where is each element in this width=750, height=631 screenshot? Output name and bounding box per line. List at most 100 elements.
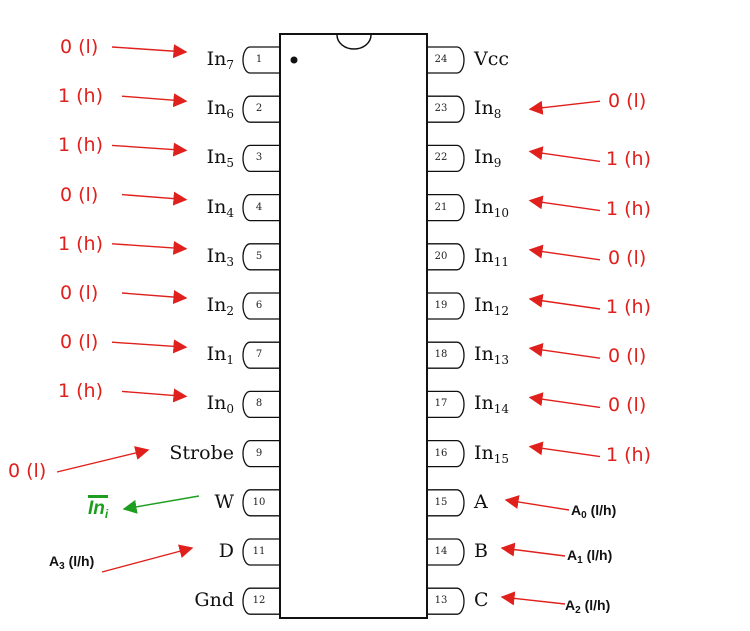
signal-left-5: 1 (h) <box>58 232 103 255</box>
pin-label-22: In9 <box>474 146 502 171</box>
pin-name-text: Gnd <box>194 589 234 612</box>
addr-a0-sub: 0 <box>581 510 587 521</box>
pin-name-sub: 14 <box>493 402 510 417</box>
signal-right-22: 1 (h) <box>606 148 651 171</box>
output-label-text: In <box>88 498 105 519</box>
pin-name-sub: 8 <box>493 107 502 122</box>
pin-name-text: In <box>474 441 494 464</box>
pin-label-4: In4 <box>206 195 234 220</box>
pin-name-sub: 9 <box>493 156 502 171</box>
pin-box-right-19 <box>427 292 465 320</box>
pin-name-sub: 5 <box>226 156 234 171</box>
pin-label-2: In6 <box>207 99 234 121</box>
pin-label-3: In5 <box>206 146 234 171</box>
pin-box-right-14 <box>427 538 465 566</box>
pin-number-12: 12 <box>252 595 266 607</box>
pin-number-5: 5 <box>255 250 263 262</box>
pin-label-14: B <box>474 542 488 561</box>
pin-label-11: D <box>219 542 234 561</box>
pin1-dot <box>290 56 298 64</box>
pin-number-13: 13 <box>434 595 448 607</box>
addr-a1-letter: A <box>567 547 578 563</box>
pin-name-text: In <box>474 97 494 120</box>
pin-name-text: In <box>474 146 494 169</box>
pin-box-left-8 <box>242 390 280 419</box>
pin-label-6: In2 <box>207 296 234 318</box>
pin-box-left-2 <box>242 95 280 123</box>
signal-left-4: 0 (l) <box>60 183 99 206</box>
pin-number-14: 14 <box>434 546 448 557</box>
pin-name-text: In <box>474 392 494 415</box>
pin-name-text: In <box>206 48 227 70</box>
chip-body <box>279 33 428 619</box>
signal-right-23: 0 (l) <box>608 90 647 113</box>
pin-boxes <box>242 46 465 615</box>
pin-name-sub: 7 <box>226 58 234 72</box>
pin-name-sub: 15 <box>493 451 510 466</box>
arrow-in-8 <box>121 388 188 403</box>
pin-label-16: In15 <box>474 441 510 466</box>
pin-label-17: In14 <box>474 392 510 417</box>
pin-name-text: A <box>474 490 488 513</box>
pin-number-4: 4 <box>255 201 263 213</box>
arrow-in-2 <box>121 93 188 108</box>
pin-number-8: 8 <box>255 398 263 410</box>
pin-name-sub: 4 <box>226 205 234 220</box>
arrow-in-1 <box>111 44 188 59</box>
addr-a0-suffix: (l/h) <box>586 502 617 518</box>
pin-name-text: In <box>206 343 227 366</box>
pin-box-right-17 <box>427 390 465 419</box>
output-label: Ini <box>88 495 109 521</box>
pin-label-23: In8 <box>474 97 502 122</box>
pin-box-right-22 <box>427 144 465 173</box>
arrows <box>56 44 601 606</box>
pin-name-text: Vcc <box>474 48 510 70</box>
pin-box-left-6 <box>242 292 280 320</box>
signal-right-20: 0 (l) <box>608 246 647 269</box>
pin-name-text: In <box>474 195 494 218</box>
pin-name-text: In <box>206 146 227 169</box>
pin-name-sub: 3 <box>226 254 234 269</box>
pin-label-7: In1 <box>206 343 234 368</box>
pin-label-10: W <box>214 490 234 513</box>
signal-left-3: 1 (h) <box>58 134 103 157</box>
pin-label-1: In7 <box>206 48 234 72</box>
arrow-in-20 <box>528 244 601 261</box>
arrow-in-23 <box>528 100 601 115</box>
addr-a3: A3 (l/h) <box>49 554 94 572</box>
pin-box-left-4 <box>242 193 280 222</box>
pin-name-text: In <box>474 343 494 366</box>
arrow-in-17 <box>528 392 601 409</box>
pin-box-right-23 <box>427 95 465 123</box>
pin-name-text: In <box>206 244 227 267</box>
signal-left-6: 0 (l) <box>60 282 99 304</box>
pin-number-2: 2 <box>255 103 263 115</box>
pin-label-8: In0 <box>207 394 234 416</box>
pin-name-sub: 1 <box>226 353 234 368</box>
pin-number-3: 3 <box>255 152 263 164</box>
pin-label-21: In10 <box>474 195 509 219</box>
arrow-in-22 <box>528 146 601 163</box>
arrow-a1 <box>500 542 566 557</box>
pin-label-24: Vcc <box>474 50 509 69</box>
pin-label-13: C <box>474 591 489 610</box>
output-label-sub: i <box>104 507 109 521</box>
pin-number-21: 21 <box>434 201 448 213</box>
arrow-in-4 <box>121 191 188 206</box>
pin-name-text: W <box>214 490 234 513</box>
pin-box-left-1 <box>242 46 280 74</box>
pin-number-16: 16 <box>434 447 448 459</box>
pin-number-19: 19 <box>434 300 448 311</box>
pin-number-18: 18 <box>434 349 448 361</box>
pin-label-20: In11 <box>474 246 509 268</box>
pin-number-22: 22 <box>434 152 448 164</box>
arrow-in-16 <box>528 441 601 458</box>
signal-left-9: 0 (l) <box>8 460 47 482</box>
arrow-in-6 <box>121 290 188 304</box>
pin-name-text: In <box>206 195 227 218</box>
addr-a1-sub: 1 <box>577 555 583 566</box>
pin-number-17: 17 <box>434 398 448 410</box>
signal-left-2: 1 (h) <box>58 85 103 108</box>
